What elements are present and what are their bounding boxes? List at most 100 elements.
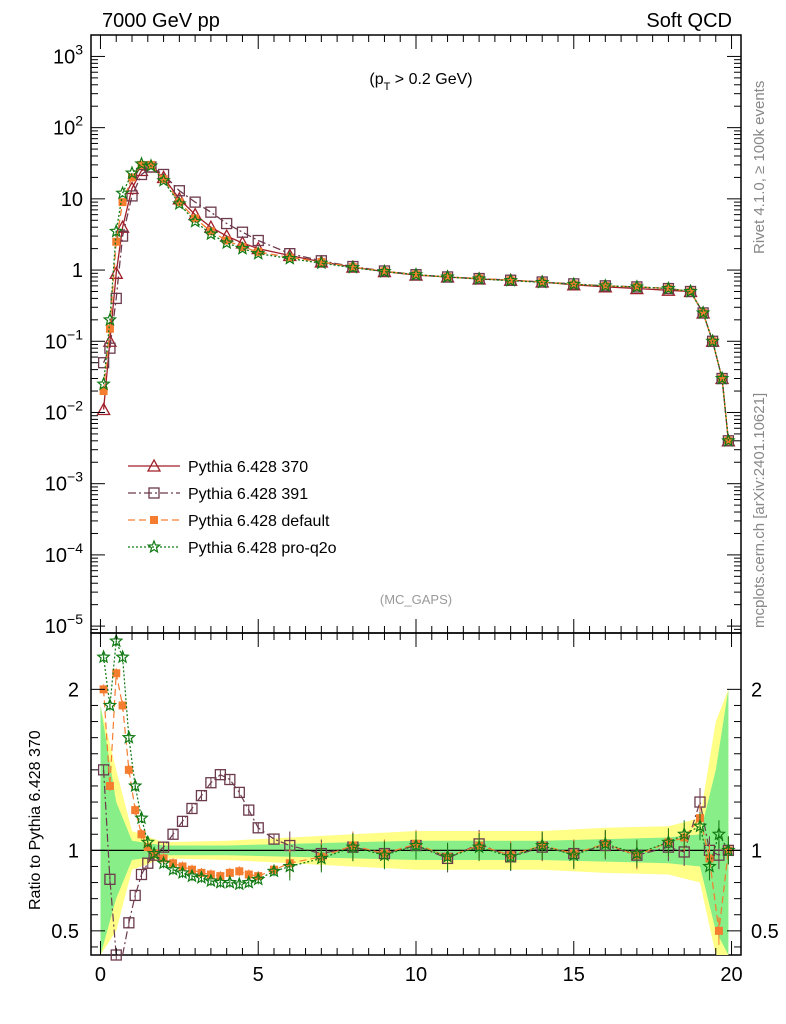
main-point-3-11 <box>219 235 234 250</box>
cut-label-suffix: > 0.2 GeV) <box>390 71 472 88</box>
main-point-3-0 <box>96 376 111 391</box>
main-point-2-11 <box>222 236 231 245</box>
ratio-series-group <box>96 633 736 961</box>
ratio-point-0-10 <box>167 828 179 840</box>
ratio-point-2-30 <box>566 847 582 862</box>
ratio-point-0-11 <box>176 815 189 828</box>
main-point-3-24 <box>598 278 613 293</box>
ratio-point-1-1 <box>105 781 114 790</box>
main-point-2-31 <box>724 436 733 445</box>
ratio-point-0-5 <box>129 889 141 902</box>
main-point-3-3 <box>115 185 130 200</box>
ratio-point-2-17 <box>232 876 247 891</box>
ratio-point-2-4 <box>121 729 137 744</box>
ratio-point-2-36 <box>702 858 717 873</box>
main-point-1-8 <box>173 185 185 197</box>
ratio-point-0-13 <box>195 789 208 802</box>
ratio-x-ticks: 0 5 10 15 20 <box>95 633 743 986</box>
ratio-ytick-label-right: 2 <box>751 679 762 701</box>
ratio-xtick-label: 15 <box>563 964 585 986</box>
main-point-3-16 <box>345 260 361 274</box>
ratio-point-2-16 <box>222 874 238 889</box>
main-point-3-22 <box>534 274 550 289</box>
ratio-point-2-9 <box>156 855 171 870</box>
main-point-3-14 <box>282 250 298 265</box>
ratio-y-axis-label: Ratio to Pythia 6.428 370 <box>27 730 44 910</box>
main-ytick-label: 10−1 <box>45 326 83 353</box>
main-point-1-13 <box>252 234 264 247</box>
ratio-point-2-21 <box>282 858 298 873</box>
ratio-band <box>100 689 729 955</box>
main-point-3-31 <box>721 433 736 448</box>
cut-label: (pT > 0.2 GeV) <box>369 71 472 93</box>
ratio-frame <box>90 632 742 956</box>
ratio-point-0-7 <box>142 857 154 869</box>
main-ytick-label: 10−4 <box>45 540 83 567</box>
ratio-point-2-31 <box>598 836 613 851</box>
ratio-point-1-18 <box>244 870 253 879</box>
ratio-ytick-label-right: 0.5 <box>751 921 779 943</box>
legend-entry-1: Pythia 6.428 391 <box>128 486 308 503</box>
ratio-point-0-1 <box>104 873 116 885</box>
main-point-2-30 <box>718 374 727 383</box>
main-point-3-8 <box>172 196 187 211</box>
ratio-point-2-2 <box>108 633 124 648</box>
main-point-2-1 <box>105 324 114 333</box>
main-point-2-20 <box>475 274 484 283</box>
ratio-point-0-19 <box>252 822 264 834</box>
main-ytick-label: 103 <box>53 41 83 68</box>
ratio-point-2-37 <box>711 826 727 841</box>
ratio-point-2-23 <box>345 839 361 854</box>
main-series-line-0 <box>102 166 730 441</box>
main-point-3-13 <box>250 245 266 260</box>
main-point-2-8 <box>175 198 184 207</box>
main-point-2-5 <box>137 160 146 169</box>
legend: Pythia 6.428 370 Pythia 6.428 391 Pythia 6… <box>128 458 337 557</box>
legend-label-2: Pythia 6.428 default <box>188 513 330 530</box>
main-series-line-3 <box>102 163 730 441</box>
ratio-point-1-16 <box>225 868 234 877</box>
main-point-1-1 <box>104 342 116 354</box>
main-point-2-27 <box>686 287 695 296</box>
main-point-0-3 <box>115 219 130 233</box>
main-point-3-23 <box>566 276 582 291</box>
main-point-3-12 <box>235 240 250 255</box>
ratio-band-green <box>100 689 729 955</box>
header-right: Soft QCD <box>646 10 732 32</box>
legend-marker-2 <box>150 516 158 524</box>
ratio-point-2-19 <box>250 871 266 886</box>
ratio-point-2-7 <box>140 834 156 849</box>
ratio-point-1-17 <box>235 867 244 876</box>
main-point-2-7 <box>159 175 168 184</box>
ratio-xtick-label: 20 <box>720 964 742 986</box>
ratio-point-1-6 <box>137 830 146 839</box>
ratio-panel: 0.5 0.5 1 1 2 2 0 5 10 15 20 Ratio to Pythia 6.42… <box>27 632 779 986</box>
main-point-2-18 <box>412 270 420 279</box>
main-ytick-label: 10−3 <box>45 469 83 496</box>
ratio-band-yellow <box>100 689 729 955</box>
ratio-point-0-9 <box>157 841 170 853</box>
cut-label-prefix: (p <box>369 71 383 88</box>
ratio-ytick-label-left: 2 <box>68 679 79 701</box>
ratio-xtick-label: 5 <box>253 964 264 986</box>
main-point-2-15 <box>317 257 326 266</box>
ratio-ytick-label-left: 0.5 <box>51 921 79 943</box>
ratio-point-0-6 <box>135 868 148 881</box>
legend-label-3: Pythia 6.428 pro-q2o <box>188 540 337 557</box>
ratio-point-2-32 <box>629 845 645 860</box>
ratio-point-2-5 <box>127 778 143 793</box>
main-point-3-5 <box>134 156 149 171</box>
main-point-2-4 <box>128 173 137 182</box>
legend-entry-3: Pythia 6.428 pro-q2o <box>128 539 337 557</box>
main-series-3 <box>96 156 736 448</box>
ratio-point-2-33 <box>661 834 676 849</box>
main-point-3-17 <box>377 263 392 278</box>
ratio-point-2-13 <box>194 870 209 884</box>
main-point-2-9 <box>191 214 200 223</box>
main-point-3-30 <box>714 370 730 385</box>
ratio-series-1 <box>99 668 733 945</box>
main-point-2-2 <box>112 237 121 246</box>
